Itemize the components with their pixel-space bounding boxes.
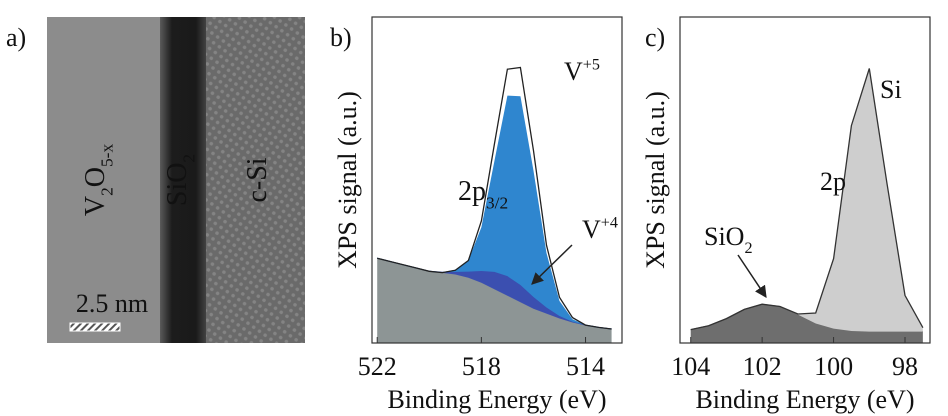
x-axis-label: Binding Energy (eV) (387, 385, 606, 414)
annotation: SiO2 (162, 154, 198, 206)
area-fill (690, 304, 923, 343)
text-part: +5 (583, 57, 600, 74)
annotation: SiO2 (704, 222, 753, 257)
annotation: c-Si (242, 157, 273, 202)
text-part: O (80, 167, 111, 187)
panel-label: c) (645, 23, 665, 52)
text-part: 2p (458, 176, 486, 207)
panel-label: a) (6, 23, 26, 52)
tem-image (47, 17, 305, 343)
text-part: V (582, 215, 601, 244)
text-part: 2p (820, 167, 846, 196)
annotation: Si (880, 75, 902, 104)
y-axis-label: XPS signal (a.u.) (641, 91, 670, 269)
text-part: 5-x (97, 144, 116, 167)
annotation: 2p (820, 167, 846, 196)
x-tick-label: 102 (743, 352, 782, 381)
arrow (737, 254, 767, 298)
text-part: 3/2 (486, 193, 508, 212)
x-tick-label: 98 (892, 352, 918, 381)
x-tick-label: 518 (462, 352, 501, 381)
text-part: SiO (704, 222, 744, 251)
area-line (377, 66, 612, 330)
annotation: V+4 (582, 215, 618, 244)
text-part: c-Si (242, 157, 273, 202)
annotation: V+5 (564, 57, 600, 86)
text-part: 2 (179, 154, 198, 163)
text-part: +4 (601, 215, 618, 232)
text-part: 2 (744, 240, 752, 257)
x-axis-label: Binding Energy (eV) (695, 385, 914, 414)
x-tick-label: 100 (814, 352, 853, 381)
text-part: V (564, 57, 583, 86)
x-tick-label: 514 (566, 352, 605, 381)
scale-bar (69, 322, 121, 332)
area-fill (377, 258, 612, 343)
area-fill (690, 68, 923, 332)
annotation: V2O5-x (80, 144, 116, 217)
plot-frame (371, 16, 623, 344)
plot-frame (679, 16, 931, 344)
area-line (690, 68, 924, 331)
x-tick-label: 522 (358, 352, 397, 381)
annotation: 2p3/2 (458, 176, 508, 212)
scale-bar-label: 2.5 nm (76, 289, 148, 318)
text-part: Si (880, 75, 902, 104)
panel-label: b) (330, 23, 352, 52)
y-axis-label: XPS signal (a.u.) (333, 91, 362, 269)
text-part: 2 (97, 187, 116, 196)
arrow (531, 244, 573, 285)
text-part: V (80, 196, 111, 216)
x-tick-label: 104 (671, 352, 710, 381)
text-part: SiO (162, 163, 193, 207)
area-fill (377, 95, 612, 329)
